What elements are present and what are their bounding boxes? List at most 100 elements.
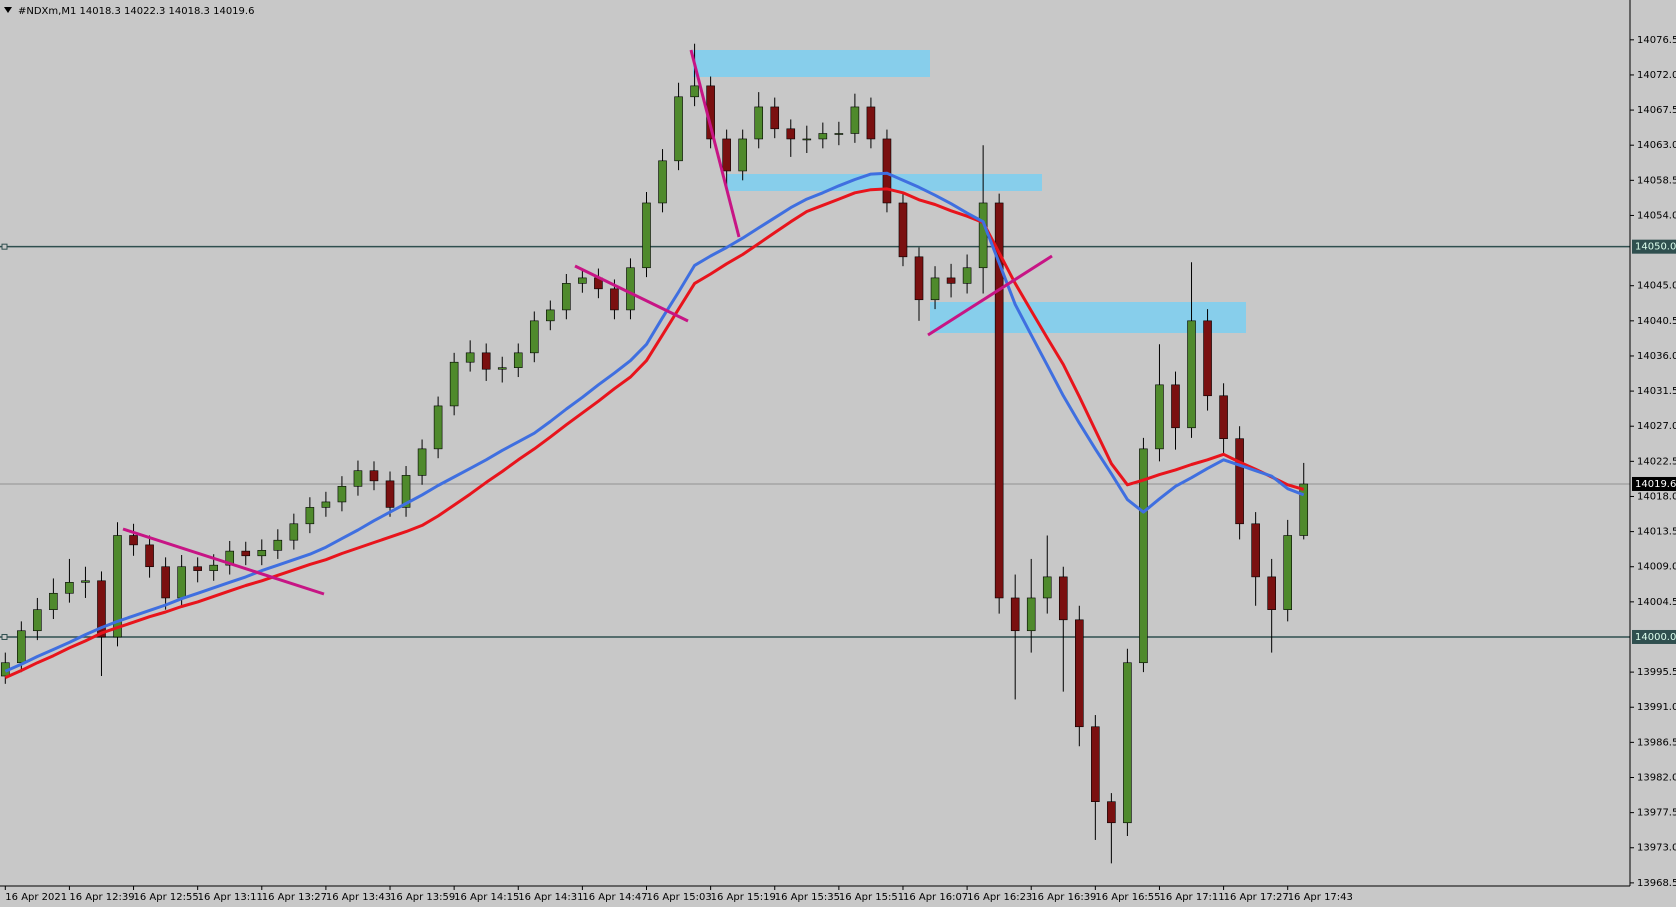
y-tick-label: 14022.5 <box>1637 456 1676 467</box>
x-tick-label: 16 Apr 17:11 <box>1159 892 1224 903</box>
candle-body <box>241 550 251 557</box>
candle-body <box>1219 395 1228 440</box>
x-tick-label: 16 Apr 15:03 <box>647 892 712 903</box>
level-label-box <box>1632 239 1676 254</box>
candle-body <box>1299 483 1309 536</box>
y-tick-label: 14063.0 <box>1637 140 1676 151</box>
x-tick-label: 16 Apr 16:39 <box>1031 892 1096 903</box>
x-tick-label: 16 Apr 13:27 <box>262 892 327 903</box>
candle-body <box>562 283 571 311</box>
y-tick-label: 14027.0 <box>1637 421 1676 432</box>
candle-body <box>353 470 363 487</box>
candle-body <box>1203 320 1212 397</box>
x-tick-label: 16 Apr 15:35 <box>775 892 840 903</box>
level-label: 14000.0 <box>1635 632 1676 643</box>
candle-body <box>1155 384 1164 450</box>
candle-body <box>546 309 555 322</box>
zone <box>693 50 930 77</box>
candle-body <box>802 138 812 141</box>
x-tick-label: 16 Apr 13:11 <box>198 892 263 903</box>
level-handle <box>1 243 8 250</box>
y-tick-label: 13968.5 <box>1637 878 1676 889</box>
candle-body <box>1251 523 1260 578</box>
candle-body <box>209 564 218 571</box>
candle-body <box>722 138 731 172</box>
candle-body <box>866 106 876 140</box>
candle-body <box>433 405 443 450</box>
candle-body <box>882 138 892 204</box>
x-tick-label: 16 Apr 17:43 <box>1288 892 1353 903</box>
candle-body <box>49 592 58 610</box>
candle-body <box>1058 576 1068 621</box>
candle-body <box>369 470 379 482</box>
menu-arrow[interactable] <box>4 7 12 13</box>
candle-body <box>177 566 186 599</box>
candle-body <box>497 367 507 370</box>
y-tick-label: 14076.5 <box>1637 35 1676 46</box>
x-tick-label: 16 Apr 13:59 <box>390 892 455 903</box>
candle-body <box>818 133 828 140</box>
y-tick-label: 14067.5 <box>1637 105 1676 116</box>
y-tick-label: 14045.0 <box>1637 281 1676 292</box>
candle-body <box>161 566 170 599</box>
candle-body <box>17 630 26 664</box>
y-tick-label: 14018.0 <box>1637 491 1676 502</box>
candle-body <box>1171 384 1180 429</box>
trend-line <box>927 254 1053 337</box>
x-tick-label: 16 Apr 16:55 <box>1095 892 1160 903</box>
y-tick-label: 14004.5 <box>1637 597 1676 608</box>
candle-body <box>994 202 1004 599</box>
x-tick-label: 16 Apr 12:39 <box>69 892 134 903</box>
candle-body <box>834 133 844 135</box>
candle-body <box>465 352 475 363</box>
candle-body <box>1026 597 1036 632</box>
x-tick-label: 16 Apr 14:15 <box>454 892 519 903</box>
x-tick-label: 16 Apr 17:27 <box>1224 892 1289 903</box>
candle-body <box>1075 619 1084 728</box>
y-tick-label: 14040.5 <box>1637 316 1676 327</box>
candle-body <box>417 448 427 476</box>
y-tick-label: 13977.5 <box>1637 808 1676 819</box>
candle-body <box>273 539 283 551</box>
x-tick-label: 16 Apr 16:07 <box>903 892 968 903</box>
y-tick-label: 14031.5 <box>1637 386 1676 397</box>
axes: 14076.5 14072.0 14067.5 14063.0 14058.5 14054… <box>4 35 1676 903</box>
candle-body <box>1187 320 1196 429</box>
candle-body <box>481 352 491 370</box>
candle-body <box>786 128 796 140</box>
moving-average <box>4 187 1305 679</box>
zone <box>930 302 1246 333</box>
candle-body <box>642 202 651 269</box>
trend-line <box>689 49 741 238</box>
candle-body <box>1267 576 1276 610</box>
candle-body <box>898 202 908 258</box>
x-tick-label: 16 Apr 14:31 <box>518 892 583 903</box>
candle-body <box>401 475 411 508</box>
candle-body <box>81 580 90 583</box>
candle-body <box>529 320 539 354</box>
price-label-box <box>1632 476 1676 491</box>
candle-body <box>690 85 699 98</box>
candle-body <box>1091 726 1100 802</box>
candle-body <box>1235 438 1244 525</box>
candle-body <box>1283 535 1292 610</box>
moving-average <box>4 171 1305 673</box>
level-handle <box>1 633 8 640</box>
y-tick-label: 14036.0 <box>1637 351 1676 362</box>
x-tick-label: 16 Apr 13:43 <box>326 892 391 903</box>
candle-body <box>305 507 315 525</box>
candle-body <box>1042 576 1052 599</box>
candle-body <box>513 352 523 368</box>
y-tick-label: 14009.0 <box>1637 562 1676 573</box>
candle-body <box>65 582 74 594</box>
candle-body <box>257 550 267 557</box>
candle-body <box>850 106 860 134</box>
candle-body <box>145 544 154 568</box>
level-label-box <box>1632 629 1676 644</box>
trend-line <box>574 264 689 323</box>
candle-body <box>113 535 122 638</box>
chart-title: #NDXm,M1 14018.3 14022.3 14018.3 14019.6 <box>18 6 254 17</box>
candle-body <box>321 501 331 508</box>
candle-body <box>978 202 988 269</box>
